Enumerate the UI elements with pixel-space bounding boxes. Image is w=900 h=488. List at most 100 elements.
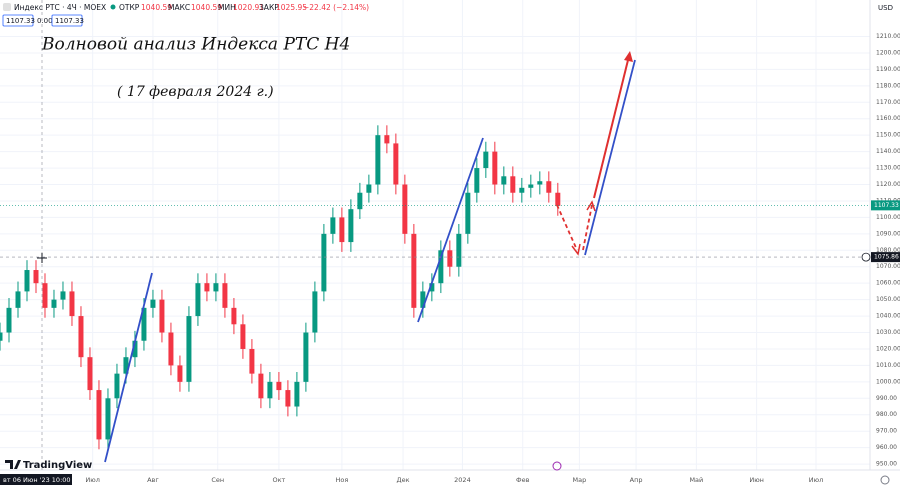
crosshair-center (37, 253, 47, 263)
y-tick-label: 1090.00 (876, 230, 900, 237)
candle-body (258, 373, 264, 399)
y-tick-label: 1200.00 (876, 49, 900, 56)
candle-body (69, 291, 75, 317)
trend-line (104, 272, 153, 463)
candle-body (123, 357, 129, 374)
ohlc-value: 1040.59 (191, 3, 222, 12)
settings-icon[interactable] (880, 475, 890, 485)
candle-body (357, 192, 363, 210)
price-box[interactable] (51, 14, 83, 27)
candle-body (195, 283, 201, 317)
symbol-icon (3, 3, 11, 11)
y-tick-label: 1010.00 (876, 362, 900, 369)
y-tick-label: 990.00 (876, 395, 897, 402)
ohlc-label: ЗАКР (259, 3, 279, 12)
logo: TradingView (23, 460, 92, 471)
price-box[interactable] (2, 14, 34, 27)
y-tick-label: 1190.00 (876, 66, 900, 73)
candle-body (321, 233, 327, 292)
candle-body (240, 324, 246, 349)
candle-body (294, 381, 300, 407)
candle-body (267, 381, 273, 399)
candle-body (339, 217, 345, 243)
candle-body (60, 291, 66, 300)
candle-body (168, 332, 174, 366)
x-tick-label: 2024 (454, 476, 471, 484)
candle-body (438, 250, 444, 284)
candle-body (51, 299, 57, 308)
arrow-head (571, 243, 581, 256)
y-tick-label: 950.00 (876, 461, 897, 468)
crosshair-button (861, 252, 871, 262)
candle-body (519, 187, 525, 193)
candles (0, 125, 561, 450)
y-tick-label: 1210.00 (876, 33, 900, 40)
cursor-date-box (0, 474, 72, 485)
candle-body (285, 390, 291, 407)
crosshair-price-box (871, 252, 900, 263)
candle-body (456, 233, 462, 267)
ohlc-label: ОТКР (119, 3, 140, 12)
x-tick-label: Фев (516, 476, 530, 484)
y-tick-label: 1140.00 (876, 148, 900, 155)
ohlc-value: 1025.95 (276, 3, 307, 12)
candle-body (213, 283, 219, 292)
x-tick-label: Окт (272, 476, 285, 484)
grid (0, 0, 870, 470)
candle-body (465, 192, 471, 234)
y-tick-label: 1060.00 (876, 280, 900, 287)
ohlc-label: МАКС (168, 3, 190, 12)
logo-mark (5, 460, 21, 469)
candle-body (276, 381, 282, 391)
x-tick-label: Авг (147, 476, 159, 484)
annotation-date: ( 17 февраля 2024 г.) (117, 84, 274, 100)
candle-body (402, 184, 408, 234)
x-tick-label: Сен (211, 476, 224, 484)
x-tick-label: Апр (630, 476, 643, 484)
x-tick-label: Ноя (335, 476, 348, 484)
candle-body (231, 307, 237, 325)
ohlc-value: 1040.59 (141, 3, 172, 12)
candle-body (510, 176, 516, 193)
y-tick-label: 960.00 (876, 444, 897, 451)
last-price-box (871, 200, 900, 211)
change: −22.42 (−2.14%) (303, 3, 369, 12)
candle-body (393, 143, 399, 185)
trend-line (417, 137, 484, 323)
candle-body (78, 316, 84, 358)
crosshair-price-label: 1075.86 (874, 254, 899, 261)
y-tick-label: 1070.00 (876, 263, 900, 270)
price-box-text: 1107.33 (55, 17, 84, 25)
x-tick-label: Июл (85, 476, 100, 484)
candle-body (420, 291, 426, 308)
arrow-head (624, 51, 633, 62)
event-marker[interactable] (552, 461, 562, 471)
last-price-label: 1107.33 (874, 202, 899, 209)
price-axis-bg (870, 0, 900, 470)
candle-body (15, 291, 21, 308)
y-tick-label: 1000.00 (876, 378, 900, 385)
x-tick-label: Дек (397, 476, 410, 484)
symbol: Индекс РТС · 4Ч · MOEX (14, 3, 106, 12)
candle-body (33, 270, 39, 284)
candle-body (474, 168, 480, 193)
y-tick-label: 1170.00 (876, 99, 900, 106)
candle-body (555, 192, 561, 206)
price-box-text: 1107.33 (6, 17, 35, 25)
candle-body (411, 233, 417, 308)
y-tick-label: 1180.00 (876, 82, 900, 89)
candle-body (312, 291, 318, 333)
candle-body (6, 307, 12, 333)
candle-body (141, 307, 147, 341)
candle-body (483, 151, 489, 169)
candle-body (24, 270, 30, 292)
y-tick-label: 1040.00 (876, 313, 900, 320)
candle-body (186, 316, 192, 382)
y-tick-label: 1050.00 (876, 296, 900, 303)
candle-body (222, 283, 228, 308)
market-status (110, 4, 116, 10)
candle-body (87, 357, 93, 391)
drawings (104, 51, 636, 463)
